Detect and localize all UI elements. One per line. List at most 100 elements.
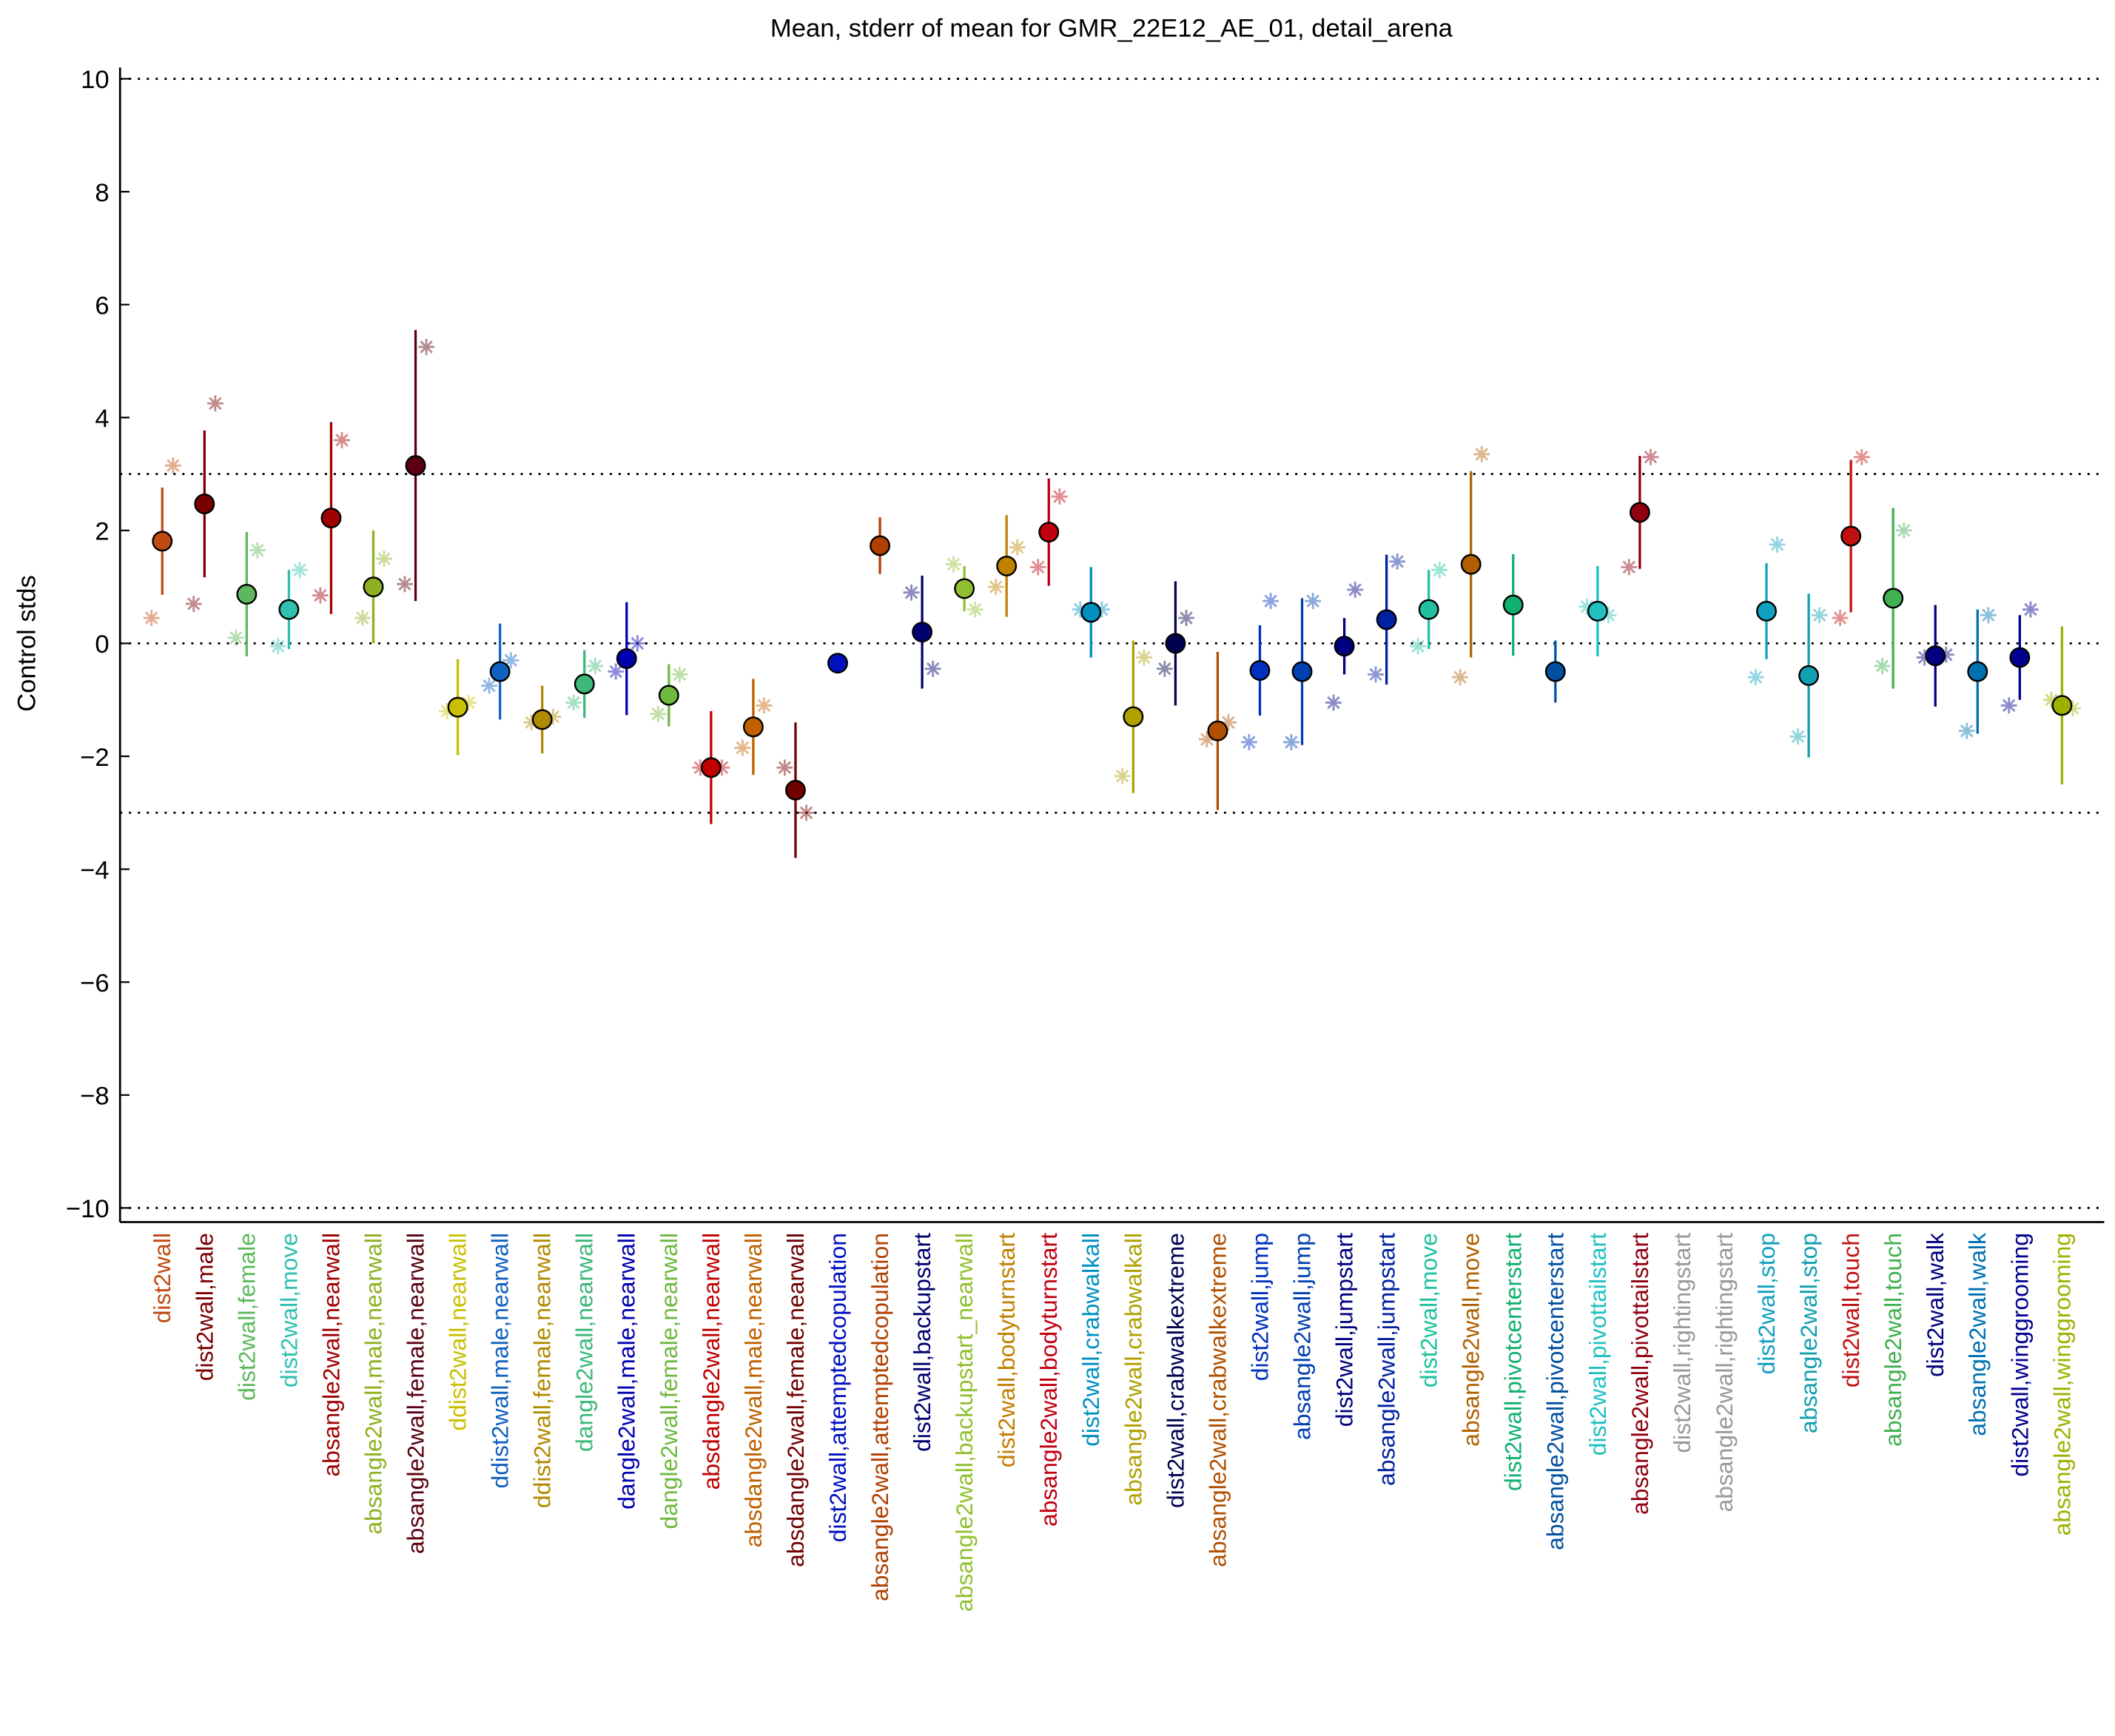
x-tick-label: absangle2wall,backupstart_nearwall — [951, 1233, 978, 1612]
x-tick-label: absdangle2wall,female,nearwall — [782, 1233, 809, 1567]
asterisk-point — [1958, 722, 1975, 739]
x-tick-label: dist2wall,walk — [1922, 1233, 1948, 1377]
y-tick-label: −2 — [80, 744, 109, 772]
asterisk-point — [966, 601, 983, 618]
x-tick-label: dist2wall,crabwalkall — [1077, 1233, 1104, 1447]
x-tick-label: dist2wall,rightingstart — [1669, 1233, 1695, 1453]
mean-marker — [1418, 599, 1439, 620]
mean-marker — [1249, 660, 1271, 682]
x-tick-label: absdangle2wall,nearwall — [698, 1233, 724, 1490]
y-tick-label: −8 — [80, 1083, 109, 1111]
x-tick-label: dist2wall,winggrooming — [2006, 1233, 2033, 1477]
asterisk-point — [1051, 488, 1068, 505]
asterisk-point — [987, 579, 1004, 596]
x-tick-label: ddist2wall,male,nearwall — [487, 1233, 514, 1488]
x-tick-label: absangle2wall,winggrooming — [2048, 1233, 2075, 1535]
asterisk-point — [608, 663, 625, 680]
mean-marker — [785, 779, 806, 801]
x-tick-label: absangle2wall,jump — [1288, 1233, 1315, 1440]
x-tick-label: absangle2wall,male,nearwall — [360, 1233, 386, 1535]
asterisk-point — [334, 431, 350, 448]
asterisk-point — [1283, 734, 1299, 750]
asterisk-point — [1262, 593, 1280, 610]
x-tick-label: absangle2wall,stop — [1795, 1233, 1822, 1433]
x-tick-label: absangle2wall,pivotcenterstart — [1542, 1233, 1569, 1550]
x-tick-label: dist2wall,attemptedcopulation — [824, 1233, 851, 1542]
y-tick-label: 4 — [95, 405, 109, 433]
mean-marker — [996, 555, 1018, 576]
x-tick-label: absangle2wall,crabwalkextreme — [1204, 1233, 1231, 1567]
mean-marker — [1925, 645, 1946, 667]
asterisk-point — [1895, 522, 1912, 539]
mean-marker — [1165, 633, 1186, 654]
x-tick-label: absangle2wall,touch — [1880, 1233, 1906, 1447]
asterisk-point — [1747, 669, 1764, 686]
x-tick-label: absangle2wall,bodyturnstart — [1035, 1233, 1062, 1527]
x-tick-label: dist2wall,crabwalkextreme — [1162, 1233, 1188, 1508]
x-tick-label: dist2wall,stop — [1753, 1233, 1780, 1374]
asterisk-point — [1642, 448, 1659, 465]
asterisk-point — [1789, 728, 1806, 745]
x-tick-label: dist2wall,touch — [1837, 1233, 1864, 1387]
asterisk-point — [945, 556, 962, 573]
asterisk-point — [1325, 694, 1342, 711]
asterisk-point — [481, 677, 497, 694]
x-tick-label: dist2wall,backupstart — [909, 1233, 935, 1452]
x-tick-label: absangle2wall,walk — [1964, 1233, 1991, 1436]
asterisk-point — [1937, 646, 1954, 663]
asterisk-point — [1431, 562, 1448, 579]
asterisk-point — [903, 584, 920, 601]
asterisk-point — [1072, 601, 1089, 618]
asterisk-point — [2065, 700, 2081, 717]
asterisk-point — [1853, 448, 1870, 465]
mean-marker — [320, 508, 342, 529]
y-tick-label: 6 — [95, 292, 109, 320]
asterisk-point — [545, 708, 562, 725]
x-tick-label: absangle2wall,attemptedcopulation — [867, 1233, 893, 1601]
asterisk-point — [312, 587, 329, 604]
x-tick-label: absdangle2wall,male,nearwall — [740, 1233, 767, 1547]
asterisk-point — [1874, 658, 1891, 674]
mean-marker — [912, 622, 933, 643]
asterisk-point — [227, 629, 244, 646]
asterisk-point — [565, 694, 582, 711]
asterisk-point — [1220, 714, 1237, 731]
asterisk-point — [269, 638, 286, 655]
asterisk-point — [1980, 607, 1997, 624]
asterisk-point — [397, 576, 413, 593]
asterisk-point — [418, 338, 435, 355]
asterisk-point — [1389, 553, 1406, 570]
y-tick-label: −6 — [80, 969, 109, 997]
asterisk-point — [376, 551, 393, 567]
mean-marker — [2051, 695, 2073, 716]
mean-marker — [1883, 588, 1904, 609]
mean-marker — [574, 673, 595, 695]
asterisk-point — [1368, 666, 1384, 683]
x-tick-label: ddist2wall,female,nearwall — [529, 1233, 556, 1508]
y-tick-label: −10 — [66, 1195, 110, 1223]
x-tick-label: absangle2wall,crabwalkall — [1120, 1233, 1146, 1506]
y-tick-label: 2 — [95, 518, 109, 546]
asterisk-point — [439, 703, 455, 719]
asterisk-point — [650, 705, 667, 722]
x-tick-label: dist2wall,female — [233, 1233, 260, 1401]
y-tick-label: 10 — [81, 66, 110, 94]
mean-marker — [1038, 522, 1060, 543]
mean-marker — [1587, 601, 1608, 622]
mean-marker — [1291, 661, 1313, 682]
mean-marker — [194, 494, 215, 514]
x-tick-label: dist2wall — [149, 1233, 175, 1323]
x-tick-label: absangle2wall,nearwall — [317, 1233, 344, 1477]
asterisk-point — [1600, 607, 1617, 624]
asterisk-point — [1621, 559, 1638, 576]
mean-marker — [616, 648, 637, 669]
asterisk-point — [1769, 536, 1786, 553]
asterisk-point — [776, 759, 793, 776]
x-tick-label: dist2wall,bodyturnstart — [993, 1233, 1020, 1467]
mean-marker — [1967, 661, 1988, 682]
mean-marker — [489, 661, 511, 682]
asterisk-point — [692, 759, 709, 776]
mean-marker — [363, 576, 384, 598]
y-axis-label: Control stds — [13, 575, 41, 712]
x-tick-label: dist2wall,male — [191, 1233, 218, 1381]
